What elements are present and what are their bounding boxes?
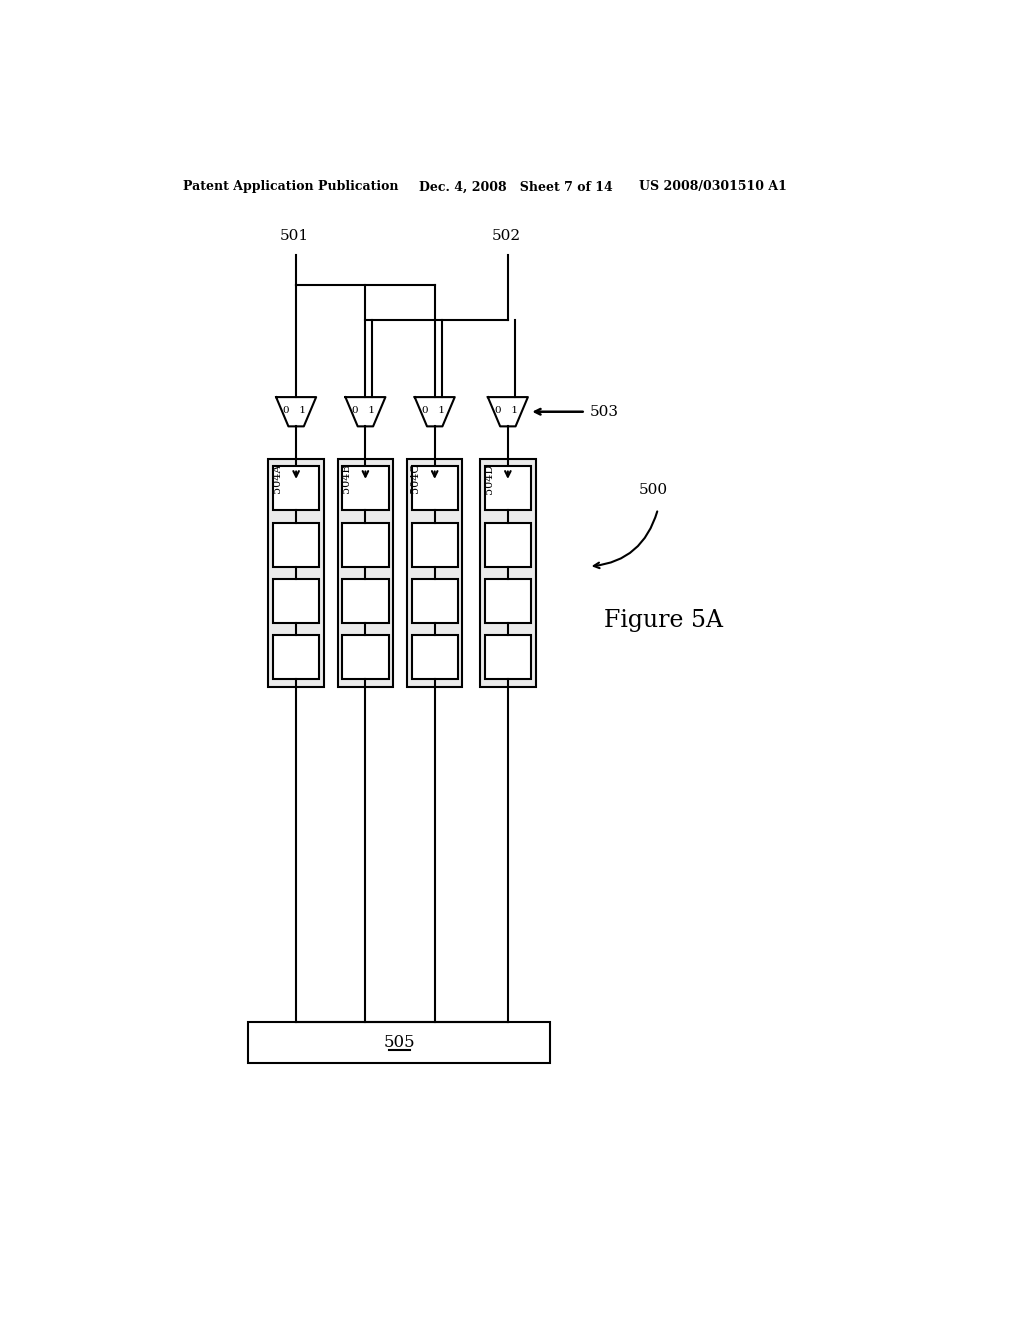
Bar — [412, 578, 458, 623]
Text: 500: 500 — [639, 483, 668, 496]
Bar — [273, 466, 319, 511]
Bar — [484, 523, 531, 566]
Bar — [412, 466, 458, 511]
Bar — [480, 459, 536, 686]
Text: 504C: 504C — [411, 463, 421, 494]
Bar — [342, 578, 388, 623]
Text: 504D: 504D — [483, 463, 494, 494]
Bar — [484, 635, 531, 678]
Text: 501: 501 — [280, 230, 309, 243]
Text: 503: 503 — [590, 405, 618, 418]
Bar — [342, 635, 388, 678]
Bar — [338, 459, 393, 686]
Text: US 2008/0301510 A1: US 2008/0301510 A1 — [639, 181, 786, 194]
Text: 502: 502 — [492, 230, 521, 243]
Text: 0   1: 0 1 — [283, 405, 306, 414]
Bar — [407, 459, 463, 686]
Bar — [342, 466, 388, 511]
Text: 0   1: 0 1 — [495, 405, 518, 414]
Bar — [273, 523, 319, 566]
Bar — [273, 635, 319, 678]
Text: Figure 5A: Figure 5A — [604, 609, 723, 632]
Bar — [412, 635, 458, 678]
Text: 504B: 504B — [341, 463, 351, 492]
Text: Dec. 4, 2008   Sheet 7 of 14: Dec. 4, 2008 Sheet 7 of 14 — [419, 181, 613, 194]
Bar — [342, 523, 388, 566]
Text: 505: 505 — [383, 1035, 415, 1051]
Bar — [484, 578, 531, 623]
Bar — [249, 1022, 550, 1063]
Text: 0   1: 0 1 — [422, 405, 444, 414]
Bar — [484, 466, 531, 511]
Text: 0   1: 0 1 — [352, 405, 376, 414]
Text: 504A: 504A — [271, 463, 282, 492]
Bar — [412, 523, 458, 566]
Bar — [268, 459, 324, 686]
Text: Patent Application Publication: Patent Application Publication — [183, 181, 398, 194]
Bar — [273, 578, 319, 623]
